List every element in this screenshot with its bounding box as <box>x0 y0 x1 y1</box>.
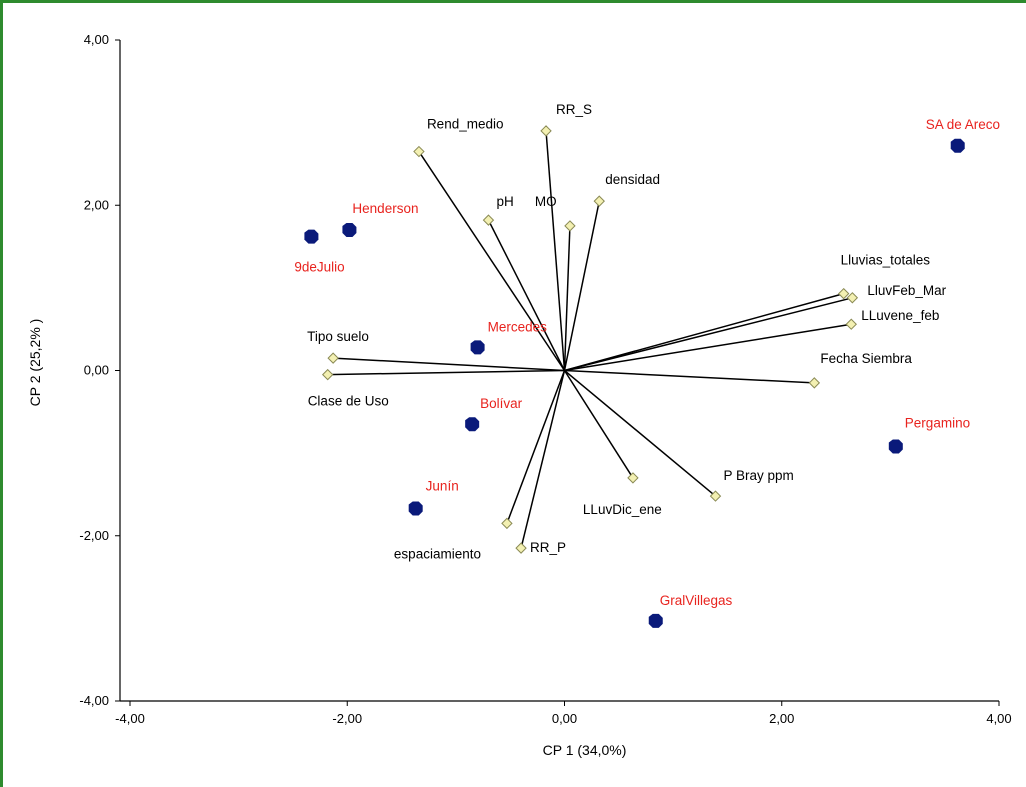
vector-line-lluvene-feb <box>564 323 852 372</box>
vector-marker-rr-p <box>515 542 527 554</box>
x-tick-label: 4,00 <box>986 711 1011 726</box>
variable-label-espaciamiento: espaciamiento <box>394 546 481 561</box>
vector-line-rr-s <box>545 130 566 371</box>
site-label-pergamino: Pergamino <box>905 416 970 431</box>
site-point-sa-de-areco <box>950 138 965 153</box>
y-tick-label: -4,00 <box>79 693 109 708</box>
vector-marker-densidad <box>593 195 605 207</box>
site-point-junin <box>408 501 423 516</box>
site-label-henderson: Henderson <box>352 201 418 216</box>
variable-label-tipo-suelo: Tipo suelo <box>307 329 369 344</box>
vector-marker-tipo-suelo <box>327 352 339 364</box>
vector-line-espaciamiento <box>506 370 566 524</box>
variable-label-mo: MO <box>535 194 557 209</box>
variable-label-rend-medio: Rend_medio <box>427 117 504 132</box>
vector-marker-lluvdic-ene <box>627 472 639 484</box>
y-axis-title: CP 2 (25,2% ) <box>27 319 43 407</box>
vector-marker-rend-medio <box>413 145 425 158</box>
variable-label-densidad: densidad <box>605 172 660 187</box>
site-label-sa-de-areco: SA de Areco <box>926 117 1000 132</box>
site-label-9dejulio: 9deJulio <box>294 260 344 275</box>
variable-label-lluvene-feb: LLuvene_feb <box>861 308 939 323</box>
vector-marker-clase-de-uso <box>321 368 334 381</box>
vector-line-lluvfeb-mar <box>564 297 853 372</box>
biplot-chart: -4,00 -2,00 0,00 2,00 4,00 4,00 2,00 0,00 -2,00 -… <box>27 32 1012 758</box>
variable-label-lluvdic-ene: LLuvDic_ene <box>583 502 662 517</box>
vector-line-lluvias-totales <box>564 292 844 372</box>
y-tick-label: -2,00 <box>79 528 109 543</box>
vector-line-tipo-suelo <box>333 357 565 372</box>
vector-line-p-bray-ppm <box>564 369 716 497</box>
site-point-mercedes <box>470 340 485 355</box>
vector-line-mo <box>563 225 571 371</box>
variable-label-lluvias-totales: Lluvias_totales <box>841 253 931 268</box>
vector-line-rend-medio <box>418 151 566 371</box>
site-point-bolivar <box>465 417 480 432</box>
vector-marker-lluvias-totales <box>837 287 850 300</box>
site-point-9dejulio <box>304 229 319 244</box>
x-tick-label: 0,00 <box>552 711 577 726</box>
vector-line-fecha-siembra <box>564 369 815 384</box>
vector-marker-ph <box>482 214 495 226</box>
y-tick-label: 2,00 <box>84 197 109 212</box>
site-points: SA de Areco Henderson 9deJulio Mercedes Bolí… <box>294 117 1000 628</box>
vector-marker-lluvene-feb <box>845 318 857 330</box>
variable-label-lluvfeb-mar: LluvFeb_Mar <box>867 283 946 298</box>
vector-marker-espaciamiento <box>501 517 513 530</box>
vector-line-densidad <box>563 200 600 371</box>
vector-marker-p-bray-ppm <box>709 490 722 502</box>
y-tick-label: 4,00 <box>84 32 109 47</box>
site-point-henderson <box>342 223 357 238</box>
variable-label-ph: pH <box>496 194 513 209</box>
vector-marker-lluvfeb-mar <box>846 292 859 304</box>
axes: -4,00 -2,00 0,00 2,00 4,00 4,00 2,00 0,00 -2,00 -… <box>79 32 1011 726</box>
variable-label-fecha-siembra: Fecha Siembra <box>820 351 912 366</box>
site-label-mercedes: Mercedes <box>488 319 548 334</box>
site-point-gralvillegas <box>648 613 663 628</box>
vector-marker-mo <box>564 220 576 232</box>
site-label-junin: Junín <box>426 478 459 493</box>
vector-line-ph <box>487 219 566 371</box>
x-tick-label: 2,00 <box>769 711 794 726</box>
y-tick-label: 0,00 <box>84 363 109 378</box>
vector-marker-fecha-siembra <box>808 377 821 389</box>
site-label-gralvillegas: GralVillegas <box>660 593 733 608</box>
variable-label-rr-p: RR_P <box>530 540 566 555</box>
variable-label-rr-s: RR_S <box>556 102 592 117</box>
variable-label-clase-de-uso: Clase de Uso <box>308 394 389 409</box>
vector-line-clase-de-uso <box>327 369 565 376</box>
x-tick-label: -4,00 <box>115 711 145 726</box>
vector-line-rr-p <box>520 370 566 549</box>
vector-line-lluvdic-ene <box>563 370 634 479</box>
x-tick-label: -2,00 <box>332 711 362 726</box>
x-axis-title: CP 1 (34,0%) <box>543 742 627 758</box>
site-point-pergamino <box>888 439 903 454</box>
site-label-bolivar: Bolívar <box>480 396 523 411</box>
variable-label-p-bray-ppm: P Bray ppm <box>723 468 793 483</box>
variable-vectors: RR_S Rend_medio densidad pH MO Lluvias_totale… <box>307 102 947 561</box>
vector-marker-rr-s <box>540 125 552 137</box>
